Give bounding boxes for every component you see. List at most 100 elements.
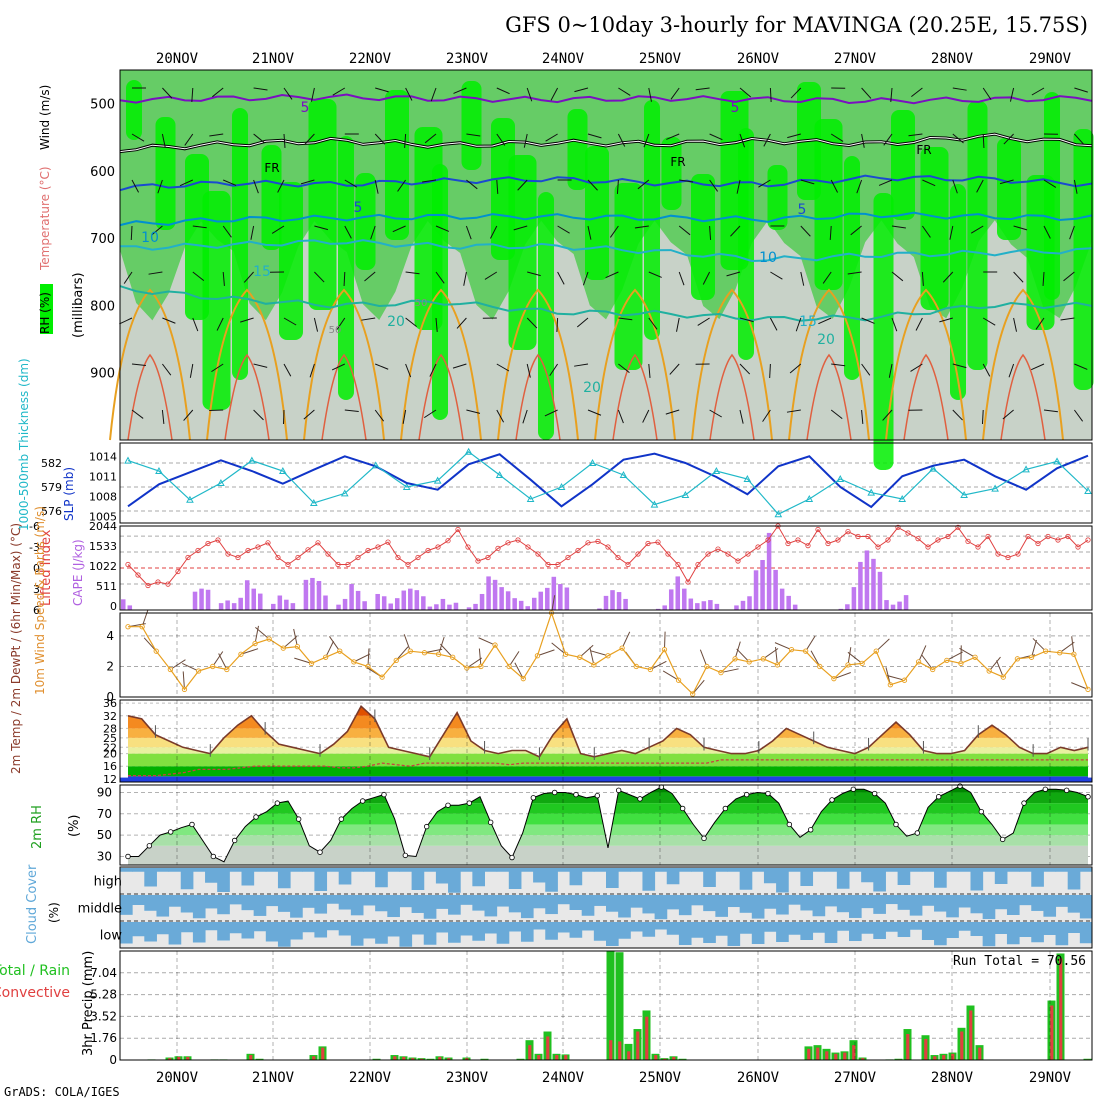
lifted-index-marker [505,540,511,546]
lifted-index-marker [725,551,731,557]
rh-marker [1063,787,1070,794]
temp-hot-contour [224,353,270,441]
contour-label-5: 5 [731,100,740,116]
pressure-axis-label: (millibars) [71,272,86,338]
rh-moist-column [308,99,337,310]
lifted-index-marker [965,538,971,545]
lifted-index-marker [845,528,851,535]
wind-barb [466,133,481,137]
rh-tick: 90 [97,785,112,799]
contour-label-20: 20 [387,314,405,330]
cape-bar [401,590,407,610]
precip-convective-bar [834,1053,838,1060]
wind-barb [392,225,406,233]
wind-barb [1073,179,1078,194]
rh-tick: 50 [97,828,112,842]
cloud-bar [1019,868,1032,872]
rh-marker [466,800,473,806]
wind-barb [663,631,666,650]
slp-tick: 1014 [89,450,117,463]
temp-warm-contour [691,288,773,441]
wind-barb [952,179,958,194]
cloud-bar [849,895,862,918]
rh-moist-column [661,137,682,210]
wind-tick: 0 [106,690,114,704]
precip-legend-convective: Convective [0,985,70,1001]
cape-bar [877,571,883,610]
cloud-bar [448,922,461,943]
precip-convective-bar [861,1058,865,1060]
precip-convective-bar [249,1055,253,1060]
cloud-bar [885,922,899,932]
cape-bar [773,569,778,610]
wind-barb [736,179,741,194]
rh-marker [679,805,686,812]
wind-barb [774,642,792,651]
wind-barb [192,271,205,282]
wind-barb [762,409,771,422]
lifted-index-marker [245,547,251,554]
rh-moist-column [567,109,588,190]
precip-convective-bar [393,1056,397,1060]
cloud-bar [399,895,413,908]
wind-barb [161,133,166,148]
rh-moist-column [355,173,376,270]
cloud-bar [994,868,1008,884]
lifted-index-marker [955,524,961,531]
cloud-bar [508,895,522,913]
cloud-bar [156,868,170,872]
wind-barb [775,646,778,665]
temp-warm-contour [109,288,191,441]
precip-convective-bar [951,1053,955,1060]
cape-bar [610,590,615,610]
temp-tick: 28 [103,722,117,735]
wind-barb [422,179,437,183]
temp-axis-label: 2m Temp / 2m DewPt / (6hr Min/Max) (°C) [9,523,23,774]
wind-barb [1074,363,1088,370]
rh-marker [637,796,643,802]
wind-barb [162,363,172,376]
rh-tick: 70 [97,807,112,821]
cape-bar [662,605,667,610]
date-label-top: 21NOV [252,51,295,67]
wind-barb [648,363,651,378]
wind-barb [587,409,602,416]
wind-barb [618,87,631,96]
temp-tick: 16 [103,760,117,773]
cloud-bar [168,922,182,945]
cloud-bar [180,868,194,890]
lifted-index-marker [695,561,701,568]
rh-line [128,785,1089,863]
cloud-bar [387,922,400,937]
cape-bar [903,595,909,610]
wind-barb [131,363,146,366]
wind-barb [800,179,815,185]
cape-bar [473,603,478,610]
wind-barb [211,363,224,373]
wind-barb [395,646,409,661]
wind-barb [643,133,650,148]
wind-barb [151,225,163,236]
wind-barb [758,179,771,188]
wind-barb [1035,317,1045,330]
lifted-index-marker [395,554,401,561]
cloud-bar [897,922,911,937]
wind-barb [453,87,467,94]
cloud-bar [253,868,267,872]
cape-tick: 1022 [89,560,117,573]
wind-barb [959,647,976,658]
lifted-index-marker [625,561,631,568]
cloud-bar [776,922,789,942]
precip-total-bar [1083,1058,1092,1060]
wind-barb [329,636,341,652]
cloud-bar [934,922,947,946]
cape-bar [421,596,426,610]
lifted-index-marker [565,554,571,561]
thickness-marker [1053,457,1061,465]
wind-barb [736,648,750,663]
cloud-bar [277,922,291,947]
contour-label-5: 5 [354,200,363,216]
contour-label-fr: FR [670,155,685,169]
wind-barb [304,133,315,145]
wind-barb [311,87,315,102]
